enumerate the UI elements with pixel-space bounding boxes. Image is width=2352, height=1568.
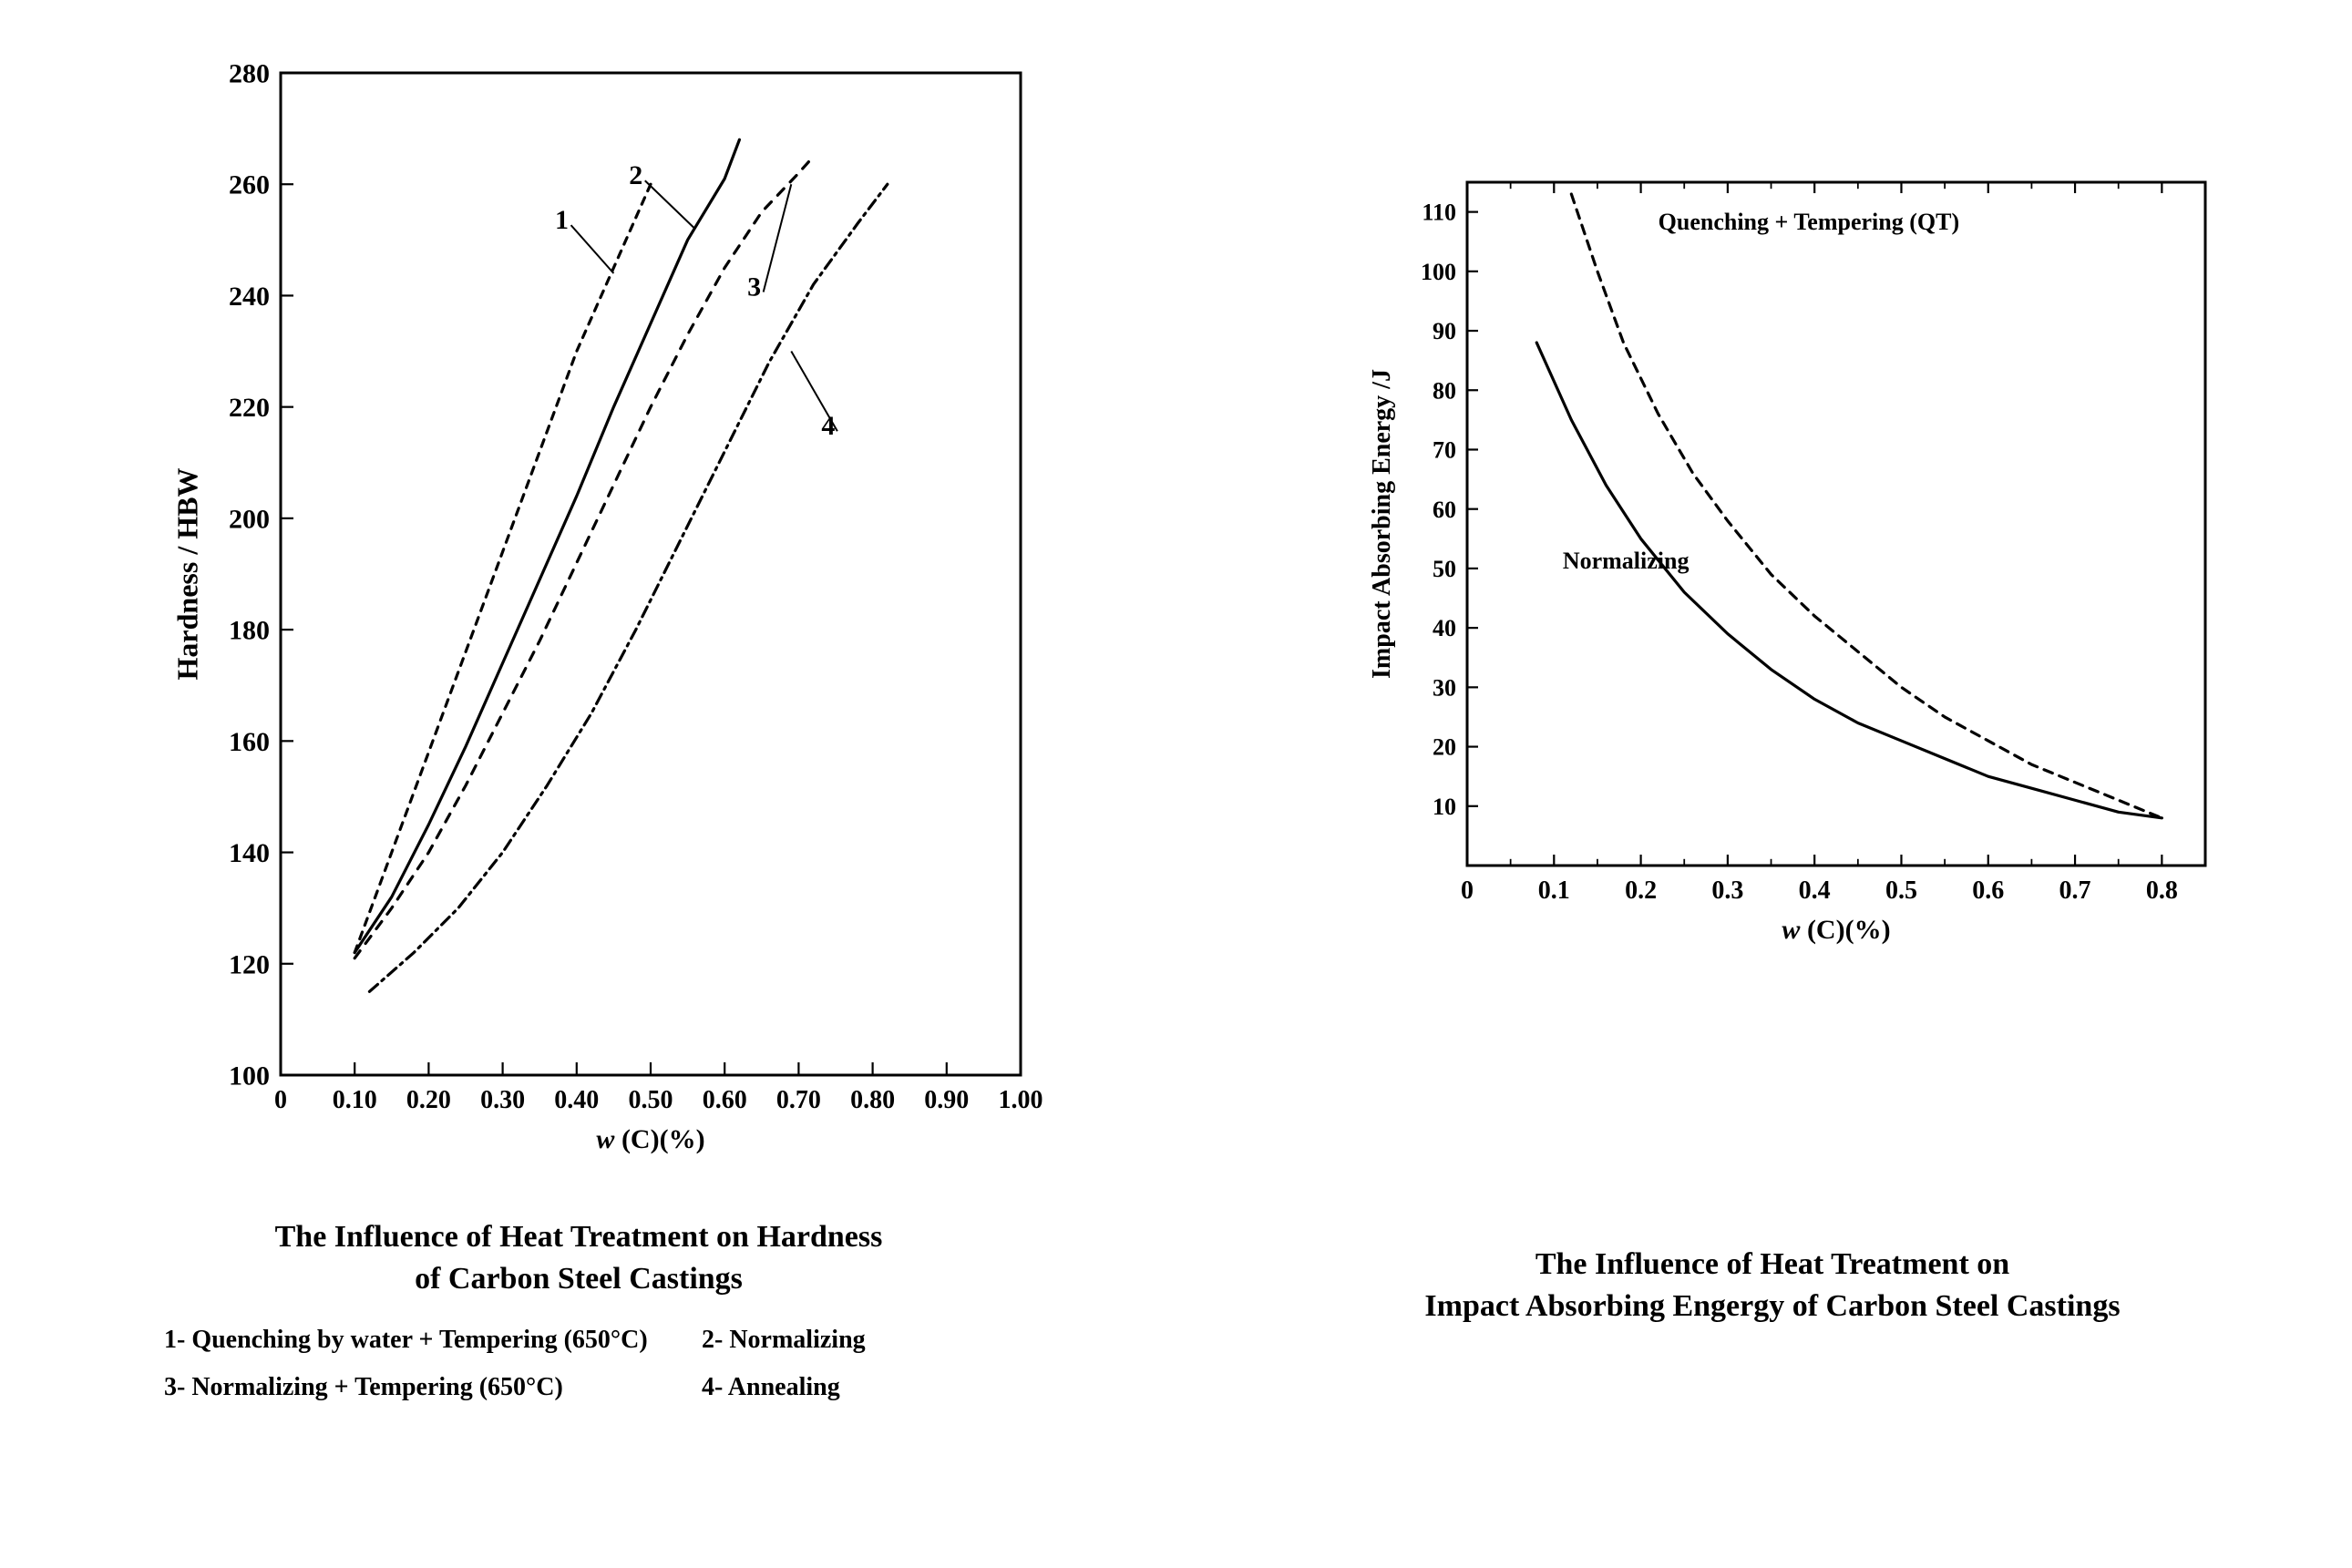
inline-label: Normalizing — [1563, 548, 1690, 574]
x-tick-label: 0 — [1461, 876, 1474, 905]
y-tick-label: 10 — [1433, 794, 1456, 820]
y-tick-label: 100 — [1421, 259, 1456, 285]
x-tick-label: 0.7 — [2059, 876, 2091, 905]
legend-row: 3- Normalizing + Tempering (650°C)4- Ann… — [164, 1364, 1048, 1411]
left-chart-svg: 0 0.10 0.20 0.30 0.40 0.50 0.60 0.70 0.80 0.90 1.0… — [109, 46, 1048, 1175]
series-3 — [354, 157, 813, 958]
inline-label: Quenching + Tempering (QT) — [1659, 209, 1959, 235]
x-tick-label: 0.2 — [1625, 876, 1657, 905]
series-QT — [1571, 194, 2162, 818]
y-tick-label: 120 — [229, 949, 270, 979]
series-pointer-line — [571, 225, 614, 273]
y-tick-label: 50 — [1433, 556, 1456, 582]
x-tick-label: 0 — [274, 1086, 287, 1114]
page: 00.100.200.300.400.500.600.700.800.901.0… — [0, 0, 2352, 1568]
series-pointer-label: 4 — [821, 411, 835, 441]
series-pointer-label: 2 — [629, 160, 642, 190]
y-tick-label: 70 — [1433, 437, 1456, 464]
series-N — [1536, 343, 2162, 818]
caption-line: The Influence of Heat Treatment on Hardn… — [109, 1216, 1048, 1258]
y-tick-label: 240 — [229, 282, 270, 312]
left-chart-container: 0 0.10 0.20 0.30 0.40 0.50 0.60 0.70 0.80 0.90 1.0… — [109, 46, 1048, 1411]
x-tick-label: 0.5 — [1885, 876, 1917, 905]
x-tick-label: 0.50 — [629, 1086, 673, 1114]
series-pointer-label: 3 — [747, 272, 761, 302]
y-tick-label: 200 — [229, 504, 270, 534]
x-tick-label: 0.90 — [924, 1086, 969, 1114]
series-4 — [369, 184, 887, 991]
x-tick-label: 0.6 — [1972, 876, 2004, 905]
series-2 — [354, 139, 739, 952]
x-tick-label: 0.1 — [1538, 876, 1570, 905]
y-tick-label: 140 — [229, 838, 270, 868]
y-tick-label: 220 — [229, 393, 270, 423]
legend-item: 1- Quenching by water + Tempering (650°C… — [164, 1317, 702, 1364]
y-tick-label: 40 — [1433, 615, 1456, 641]
y-tick-label: 20 — [1433, 734, 1456, 761]
legend-row: 1- Quenching by water + Tempering (650°C… — [164, 1317, 1048, 1364]
left-chart-legend: 1- Quenching by water + Tempering (650°C… — [164, 1317, 1048, 1411]
x-tick-label: 0.4 — [1799, 876, 1831, 905]
plot-frame — [281, 73, 1021, 1075]
x-tick-label: 1.00 — [999, 1086, 1043, 1114]
y-tick-label: 110 — [1422, 200, 1456, 226]
y-tick-label: 60 — [1433, 497, 1456, 523]
legend-item: 3- Normalizing + Tempering (650°C) — [164, 1364, 702, 1411]
legend-item: 4- Annealing — [702, 1364, 975, 1411]
series-pointer-line — [764, 184, 792, 292]
x-axis-label: w (C)(%) — [1782, 915, 1890, 945]
x-tick-label: 0.60 — [703, 1086, 747, 1114]
caption-line: The Influence of Heat Treatment on — [1303, 1244, 2242, 1286]
left-chart-caption: The Influence of Heat Treatment on Hardn… — [109, 1216, 1048, 1300]
legend-item: 2- Normalizing — [702, 1317, 975, 1364]
y-tick-label: 30 — [1433, 674, 1456, 701]
right-chart-caption: The Influence of Heat Treatment onImpact… — [1303, 1244, 2242, 1327]
plot-frame — [1467, 182, 2205, 866]
x-tick-label: 0.80 — [850, 1086, 895, 1114]
caption-line: of Carbon Steel Castings — [109, 1258, 1048, 1300]
y-tick-label: 80 — [1433, 377, 1456, 404]
y-axis-label: Hardness / HBW — [171, 468, 204, 681]
y-axis-label: Impact Absorbing Energy /J — [1368, 369, 1396, 679]
caption-line: Impact Absorbing Engergy of Carbon Steel… — [1303, 1286, 2242, 1327]
y-tick-label: 160 — [229, 727, 270, 757]
right-chart-svg: 0 0.1 0.2 0.3 0.4 0.5 0.6 0.7 0.8 10 20 30 40 50 60 70 8… — [1303, 164, 2242, 966]
x-axis-label: w (C)(%) — [596, 1124, 704, 1154]
series-pointer-line — [645, 180, 695, 229]
x-tick-label: 0.10 — [333, 1086, 377, 1114]
right-chart-container: 0 0.1 0.2 0.3 0.4 0.5 0.6 0.7 0.8 10 20 30 40 50 60 70 8… — [1303, 164, 2242, 1327]
y-tick-label: 280 — [229, 59, 270, 89]
x-tick-label: 0.20 — [406, 1086, 451, 1114]
y-tick-label: 100 — [229, 1061, 270, 1091]
x-tick-label: 0.40 — [554, 1086, 599, 1114]
x-tick-label: 0.70 — [776, 1086, 821, 1114]
x-tick-label: 0.30 — [480, 1086, 525, 1114]
y-tick-label: 260 — [229, 170, 270, 200]
x-tick-label: 0.3 — [1711, 876, 1743, 905]
series-pointer-label: 1 — [555, 205, 569, 235]
series-1 — [354, 184, 651, 952]
y-tick-label: 90 — [1433, 318, 1456, 344]
y-tick-label: 180 — [229, 616, 270, 646]
x-tick-label: 0.8 — [2146, 876, 2178, 905]
